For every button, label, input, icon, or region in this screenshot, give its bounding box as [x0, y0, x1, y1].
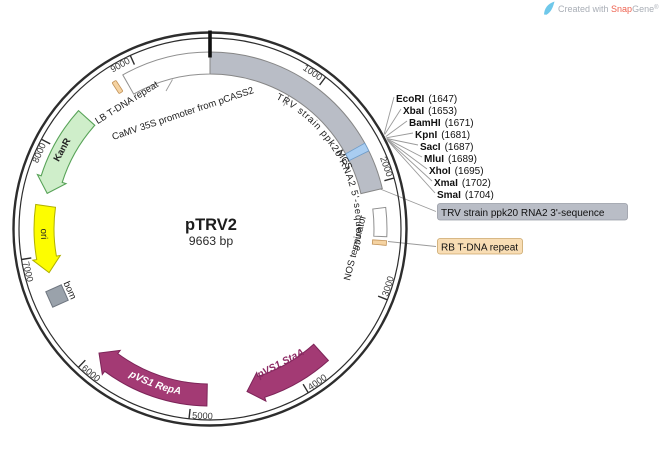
fan-line-mlui [386, 138, 423, 158]
tick-label-5000: 5000 [192, 410, 213, 421]
enzyme-label-xmai[interactable]: XmaI (1702) [434, 178, 491, 189]
enzyme-fan-lines [165, 79, 437, 247]
ori-arrow[interactable] [31, 203, 62, 274]
trv-rna2-sequence-arc[interactable] [209, 51, 383, 195]
trv3-label-box[interactable]: TRV strain ppk20 RNA2 3'-sequence [437, 203, 628, 221]
tick-1000 [319, 76, 327, 86]
plasmid-name: pTRV2 [185, 216, 237, 234]
snapgene-credit-text: Created with SnapGene® [558, 4, 659, 14]
leader-tick-camv [165, 79, 173, 92]
snapgene-logo-icon [544, 1, 555, 15]
kanr-arrow[interactable] [36, 109, 96, 195]
camv-35s-promoter-arc[interactable] [122, 51, 211, 95]
plasmid-size: 9663 bp [189, 234, 234, 248]
enzyme-label-xbai[interactable]: XbaI (1653) [403, 106, 457, 117]
mcs-segment[interactable] [345, 142, 370, 162]
ori-label[interactable]: ori [38, 228, 50, 239]
enzyme-label-smai[interactable]: SmaI (1704) [437, 190, 494, 201]
tick-label-7000: 7000 [21, 260, 35, 282]
enzyme-label-mlui[interactable]: MluI (1689) [424, 154, 477, 165]
fan-line-bamhi [385, 120, 408, 137]
tick-9000 [129, 55, 136, 65]
enzyme-list: EcoRI (1647) XbaI (1653) BamHI (1671) KpnI(… [396, 94, 494, 201]
tick-6000 [77, 359, 86, 368]
trv3-label-bg [437, 203, 628, 221]
tick-3000 [377, 295, 388, 301]
rb-tdna-label-text: RB T-DNA repeat [441, 243, 518, 254]
tick-4000 [302, 383, 309, 394]
fan-line-xmai [387, 139, 433, 182]
enzyme-label-saci[interactable]: SacI (1687) [420, 142, 473, 153]
snapgene-credit: Created with SnapGene® [544, 1, 659, 15]
tick-8000 [41, 138, 51, 145]
fan-line-saci [386, 138, 419, 146]
fan-line-smai [387, 140, 436, 194]
lb-tdna-repeat-marker[interactable] [112, 80, 123, 94]
rb-tdna-label-bg [437, 238, 523, 255]
trv3-label-text: TRV strain ppk20 RNA2 3'-sequence [441, 208, 605, 219]
pvs1-staa-arrow[interactable] [246, 343, 330, 403]
fan-line-xbai [384, 108, 402, 135]
scale-ticks [21, 55, 395, 419]
enzyme-label-ecori[interactable]: EcoRI (1647) [396, 94, 457, 105]
rb-tdna-label-box[interactable]: RB T-DNA repeat [437, 238, 523, 255]
nos-terminator-label[interactable]: NOS terminator [342, 214, 369, 282]
enzyme-label-bamhi[interactable]: BamHI (1671) [409, 118, 474, 129]
enzyme-label-kpni[interactable]: KpnI (1681) [415, 130, 470, 141]
enzyme-label-xhoi[interactable]: XhoI (1695) [429, 166, 484, 177]
bom-marker[interactable] [45, 284, 69, 308]
tick-5000 [188, 408, 191, 419]
nos-terminator-box[interactable] [372, 206, 388, 238]
tick-label-2000: 2000 [378, 155, 394, 178]
pvs1-repa-arrow[interactable] [98, 349, 208, 407]
rb-tdna-repeat-marker[interactable] [371, 239, 388, 246]
tick-label-3000: 3000 [380, 275, 396, 298]
fan-line-kpni [386, 132, 414, 139]
fan-line-ecori [383, 96, 395, 135]
tick-2000 [384, 177, 395, 182]
leader-line-rb-tdna [387, 241, 437, 247]
fan-line-xhoi [386, 139, 428, 170]
tick-7000 [21, 257, 32, 261]
